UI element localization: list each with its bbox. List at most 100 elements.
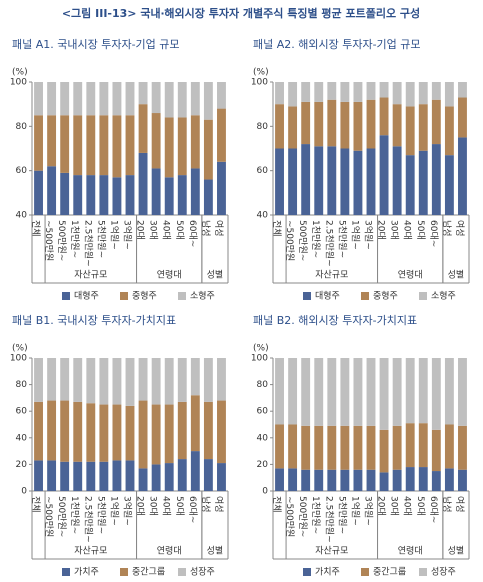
y-tick-label: 40	[257, 433, 269, 443]
bar-segment	[301, 358, 311, 426]
y-tick-label: 40	[16, 433, 28, 443]
bar-segment	[301, 101, 311, 145]
bar-segment	[444, 106, 454, 156]
bar-segment	[217, 161, 226, 215]
legend-swatch	[419, 568, 427, 576]
bar-segment	[177, 175, 187, 215]
bar-segment	[138, 400, 148, 469]
legend-label: 중형주	[132, 291, 157, 302]
bar-segment	[366, 99, 376, 149]
bar-segment	[164, 82, 174, 118]
bar-segment	[340, 425, 350, 470]
bar-segment	[458, 469, 467, 491]
group-label: 성별	[207, 546, 224, 557]
bar-segment	[112, 404, 122, 461]
bar-segment	[190, 168, 200, 215]
group-label: 자산규모	[74, 546, 107, 557]
x-tick-label: 2.5천만원~	[323, 220, 334, 267]
bar-segment	[392, 425, 402, 470]
bar-segment	[125, 175, 135, 215]
bar-segment	[217, 463, 226, 491]
x-tick-label: 20대	[376, 496, 387, 516]
panel-title: 패널 B2. 해외시장 투자자-가치지표	[253, 313, 417, 327]
legend-label: 대형주	[74, 291, 99, 302]
bar-segment	[190, 395, 200, 452]
legend-swatch	[303, 292, 311, 300]
x-tick-label: 여성	[213, 496, 225, 513]
bar-segment	[47, 166, 57, 215]
bar-segment	[327, 99, 337, 147]
bar-segment	[444, 468, 454, 491]
bar-segment	[288, 82, 298, 107]
legend-swatch	[419, 292, 427, 300]
bar-segment	[138, 468, 148, 491]
bar-segment	[177, 358, 187, 402]
bar-segment	[340, 82, 350, 102]
x-tick-label: 전체	[271, 496, 282, 513]
x-tick-label: 50대	[174, 496, 185, 516]
bar-segment	[366, 469, 376, 491]
y-tick-label: 0	[21, 487, 27, 497]
bar-segment	[405, 358, 415, 424]
group-label: 자산규모	[315, 270, 348, 281]
bar-segment	[99, 175, 109, 215]
bar-segment	[190, 115, 200, 169]
group-label: 성별	[448, 270, 465, 281]
x-tick-label: 30대	[148, 220, 159, 240]
x-tick-label: 2.5천만원~	[82, 220, 93, 267]
bar-segment	[60, 115, 70, 173]
y-unit: (%)	[12, 344, 28, 354]
x-tick-label: 1억원~	[108, 496, 120, 526]
x-tick-label: 전체	[30, 496, 41, 513]
legend-label: 소형주	[190, 291, 215, 302]
bar-segment	[458, 82, 467, 98]
bar-segment	[431, 429, 441, 472]
x-tick-label: 1억원~	[108, 220, 120, 250]
bar-segment	[431, 358, 441, 430]
bar-segment	[151, 358, 161, 405]
bar-segment	[444, 155, 454, 215]
x-tick-label: ~500만원	[284, 496, 295, 537]
bar-segment	[405, 423, 415, 468]
bar-segment	[47, 82, 57, 116]
bar-segment	[458, 425, 467, 470]
x-tick-label: 30대	[389, 496, 400, 516]
bar-segment	[288, 148, 298, 215]
bar-segment	[34, 401, 43, 461]
bar-segment	[314, 82, 324, 102]
bar-segment	[353, 469, 363, 491]
bar-segment	[288, 468, 298, 491]
legend-swatch	[178, 292, 186, 300]
panel-title: 패널 B1. 국내시장 투자자-가치지표	[12, 314, 176, 327]
x-tick-label: 여성	[213, 220, 225, 237]
x-tick-label: 500만원~	[56, 496, 67, 537]
y-tick-label: 20	[257, 460, 269, 470]
bar-segment	[47, 460, 57, 491]
x-tick-label: 500만원~	[297, 220, 308, 261]
panel-title: 패널 A1. 국내시장 투자자-기업 규모	[12, 38, 180, 51]
x-tick-label: 1천만원~	[69, 496, 80, 534]
bar-segment	[275, 148, 284, 215]
bar-segment	[112, 460, 122, 491]
group-label: 연령대	[157, 269, 182, 281]
group-label: 자산규모	[74, 270, 107, 281]
bar-segment	[392, 146, 402, 215]
bar-segment	[164, 177, 174, 215]
legend-label: 가치주	[315, 566, 340, 578]
bar-segment	[190, 358, 200, 396]
bar-segment	[73, 358, 83, 402]
bar-segment	[327, 425, 337, 470]
bar-segment	[405, 155, 415, 215]
bar-segment	[151, 113, 161, 169]
bar-segment	[275, 468, 284, 491]
bar-segment	[392, 358, 402, 426]
x-tick-label: 50대	[174, 220, 185, 240]
bar-segment	[379, 82, 389, 98]
bar-segment	[275, 358, 284, 425]
bar-segment	[203, 401, 213, 460]
x-tick-label: 30대	[389, 220, 400, 240]
x-tick-label: 3억원~	[363, 496, 375, 526]
bar-segment	[392, 469, 402, 491]
y-tick-label: 80	[257, 122, 269, 132]
bar-segment	[34, 460, 43, 491]
